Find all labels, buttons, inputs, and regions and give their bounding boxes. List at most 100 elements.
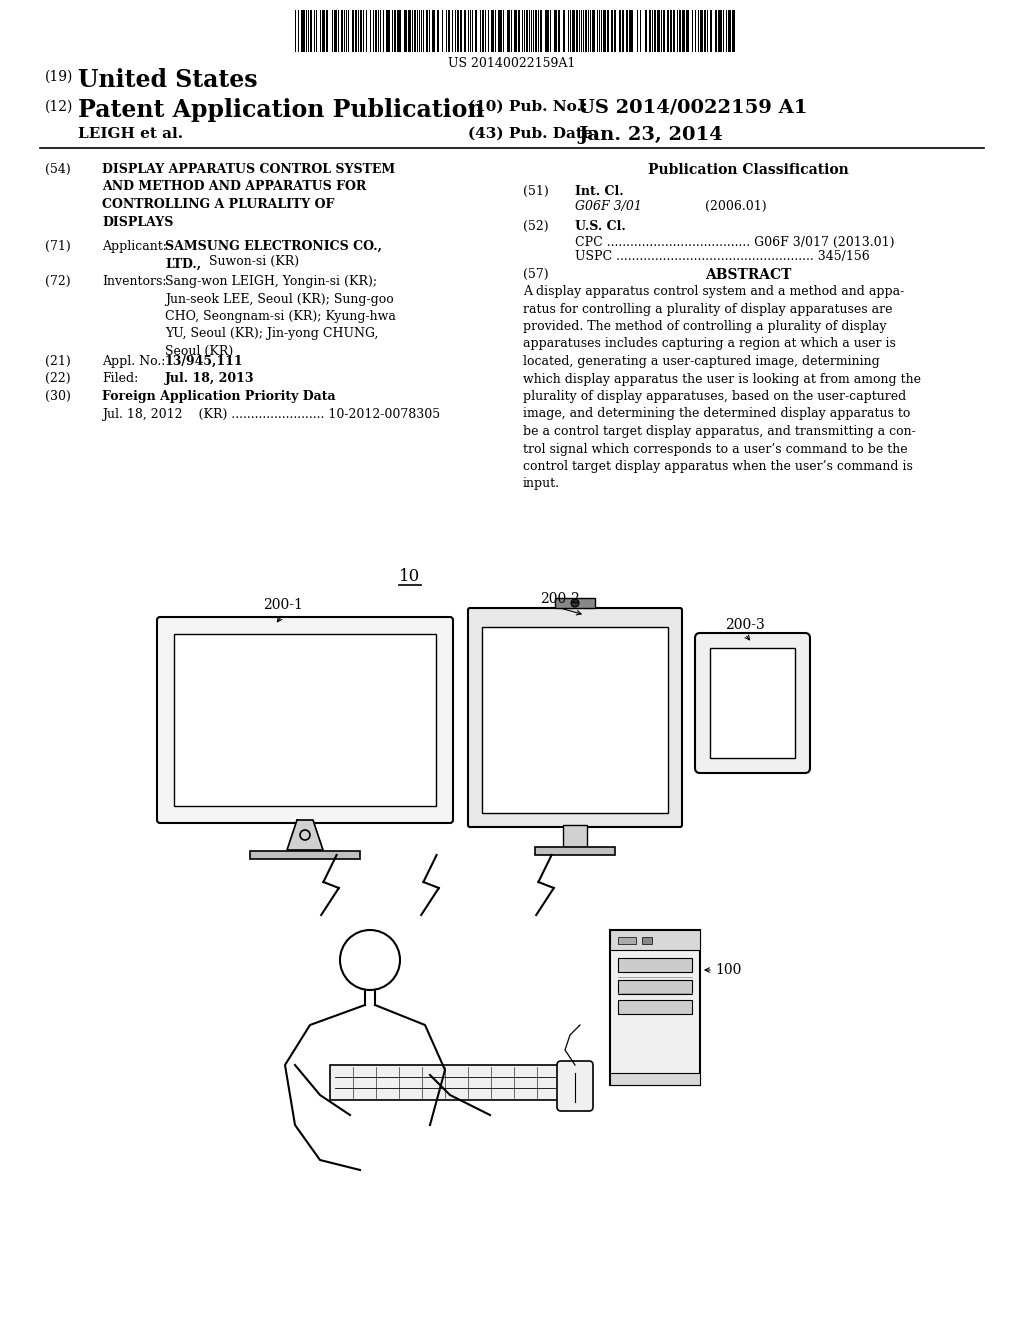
Bar [657,11,660,51]
Bar [610,1073,700,1085]
Bar [686,11,689,51]
Bar [610,931,700,1085]
Bar [611,11,613,51]
Text: U.S. Cl.: U.S. Cl. [575,220,626,234]
Bar [526,11,528,51]
Text: 100: 100 [715,964,741,977]
Bar [449,11,450,51]
Bar [408,11,411,51]
Bar [618,958,692,972]
Text: A display apparatus control system and a method and appa-
ratus for controlling : A display apparatus control system and a… [523,285,921,491]
Text: Jul. 18, 2012    (KR) ........................ 10-2012-0078305: Jul. 18, 2012 (KR) .....................… [102,408,440,421]
Text: (2006.01): (2006.01) [705,201,767,213]
Text: Jul. 18, 2013: Jul. 18, 2013 [165,372,255,385]
Bar [649,11,651,51]
Text: (52): (52) [523,220,549,234]
Text: SAMSUNG ELECTRONICS CO.,
LTD.,: SAMSUNG ELECTRONICS CO., LTD., [165,240,382,271]
Bar [575,11,578,51]
Bar [174,634,436,807]
Bar [654,11,656,51]
Text: (57): (57) [523,268,549,281]
Bar [670,11,672,51]
FancyBboxPatch shape [468,609,682,828]
Text: Publication Classification: Publication Classification [647,162,848,177]
Bar [397,11,401,51]
Bar [360,11,362,51]
Bar [667,11,669,51]
Bar [585,11,587,51]
Bar [715,11,717,51]
Text: Foreign Application Priority Data: Foreign Application Priority Data [102,389,336,403]
Bar [482,627,668,813]
Text: 13/945,111: 13/945,111 [165,355,244,368]
Bar [728,11,731,51]
Text: Patent Application Publication: Patent Application Publication [78,98,484,121]
Bar [622,11,624,51]
Text: (22): (22) [45,372,71,385]
Bar [710,648,795,758]
Bar [642,937,652,944]
Bar [414,11,416,51]
Bar [301,11,305,51]
Bar [540,11,542,51]
Text: Suwon-si (KR): Suwon-si (KR) [165,255,299,268]
Bar [535,847,615,855]
Text: 200-2: 200-2 [540,591,580,606]
Bar [618,11,621,51]
Text: DISPLAY APPARATUS CONTROL SYSTEM
AND METHOD AND APPARATUS FOR
CONTROLLING A PLUR: DISPLAY APPARATUS CONTROL SYSTEM AND MET… [102,162,395,228]
Bar [514,11,517,51]
FancyBboxPatch shape [695,634,810,774]
Bar [432,11,435,51]
Bar [326,11,328,51]
Bar [437,11,439,51]
Bar [475,11,477,51]
Text: (72): (72) [45,275,71,288]
Bar [330,1065,560,1100]
Bar [700,11,703,51]
Text: 200-3: 200-3 [725,618,765,632]
Text: Filed:: Filed: [102,372,138,385]
Bar [572,11,575,51]
Bar [545,11,549,51]
Text: Jan. 23, 2014: Jan. 23, 2014 [578,125,723,144]
Text: USPC ................................................... 345/156: USPC ...................................… [575,249,869,263]
Bar [334,11,337,51]
Text: 10: 10 [399,568,421,585]
Bar [310,11,312,51]
Text: 200-1: 200-1 [263,598,303,612]
Bar [679,11,681,51]
Bar [732,11,735,51]
Text: Sang-won LEIGH, Yongin-si (KR);
Jun-seok LEE, Seoul (KR); Sung-goo
CHO, Seongnam: Sang-won LEIGH, Yongin-si (KR); Jun-seok… [165,275,396,358]
Bar [554,11,557,51]
Text: (51): (51) [523,185,549,198]
Bar [457,11,459,51]
Text: LEIGH et al.: LEIGH et al. [78,127,183,141]
Bar [426,11,428,51]
Circle shape [571,599,579,607]
Bar [645,11,647,51]
Bar [498,11,502,51]
Bar [355,11,357,51]
Bar [614,11,616,51]
Bar [618,937,636,944]
Bar [618,979,692,994]
Text: (21): (21) [45,355,71,368]
Bar [618,1001,692,1014]
Bar [490,11,494,51]
Bar [555,598,595,609]
Text: United States: United States [78,69,258,92]
Bar [375,11,377,51]
Bar [518,11,520,51]
FancyBboxPatch shape [557,1061,593,1111]
FancyBboxPatch shape [157,616,453,822]
Bar [592,11,595,51]
Text: G06F 3/01: G06F 3/01 [575,201,642,213]
Bar [535,11,537,51]
Bar [460,11,462,51]
Bar [663,11,665,51]
Text: Inventors:: Inventors: [102,275,167,288]
Bar [322,11,325,51]
Bar [341,11,343,51]
Bar [250,851,360,859]
Text: (71): (71) [45,240,71,253]
